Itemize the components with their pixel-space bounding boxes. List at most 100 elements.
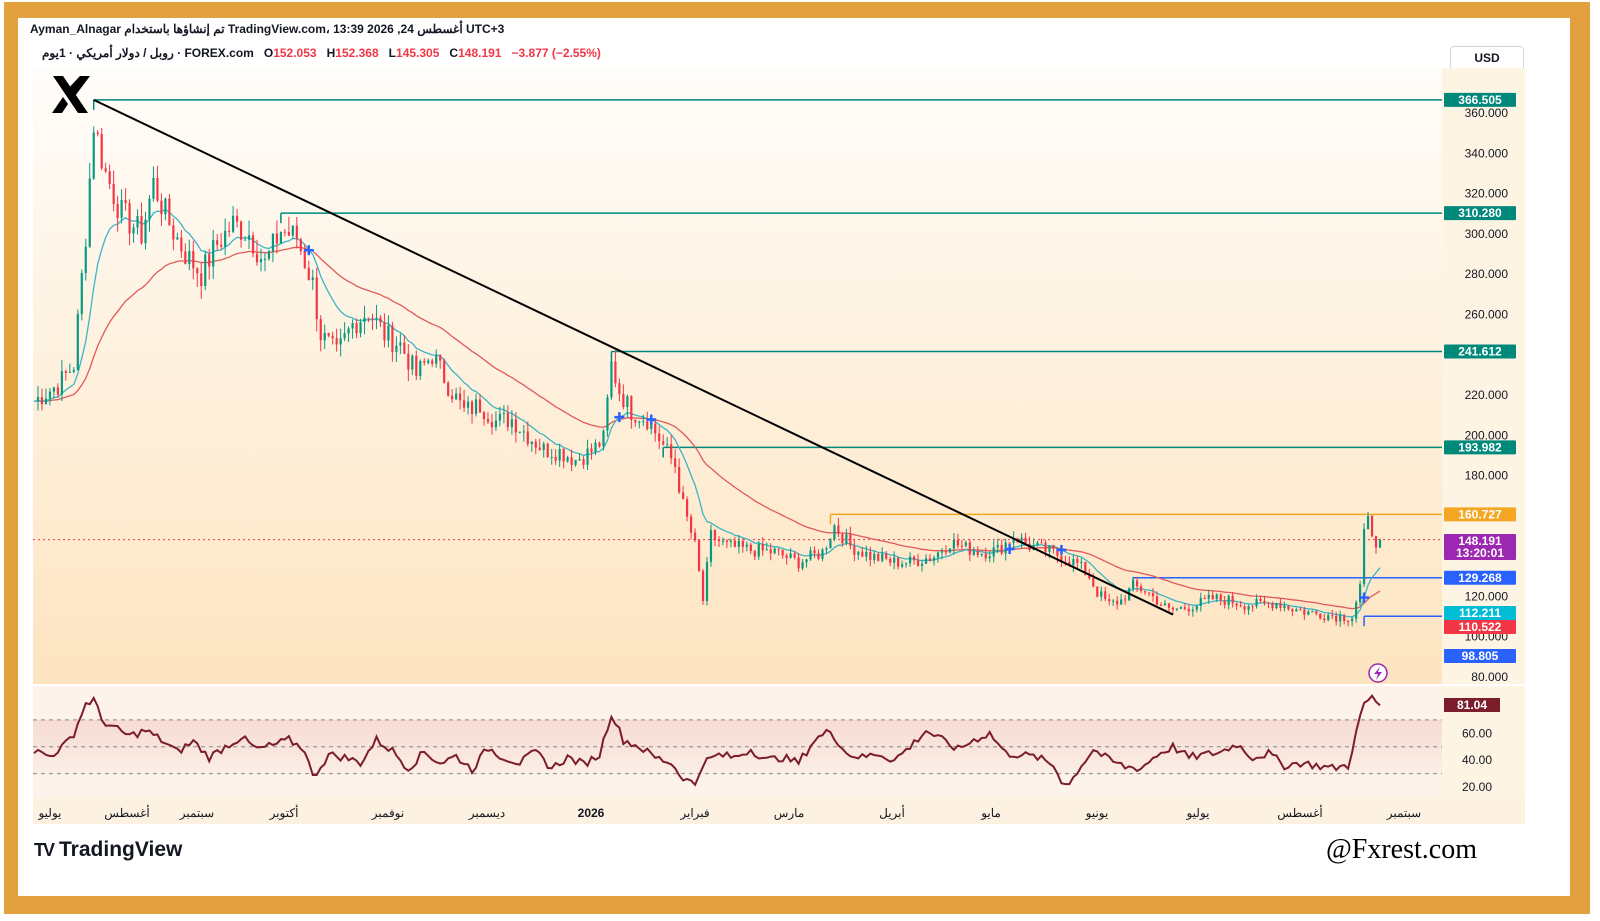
candle-body xyxy=(303,251,306,268)
candle xyxy=(112,170,115,212)
candle-body xyxy=(355,323,358,334)
candle-body xyxy=(578,459,581,461)
candle xyxy=(1000,539,1003,556)
candle xyxy=(781,549,784,559)
candle-body xyxy=(1263,600,1266,603)
lightning-icon[interactable] xyxy=(1368,663,1388,683)
candle-body xyxy=(522,431,525,433)
candle xyxy=(184,243,187,265)
candle-body xyxy=(841,533,844,544)
candle-body xyxy=(407,353,410,370)
candle xyxy=(849,526,852,550)
candle-body xyxy=(112,183,115,205)
candle-body xyxy=(586,448,589,465)
candle xyxy=(164,197,167,221)
candle-body xyxy=(889,558,892,563)
candle xyxy=(124,188,127,211)
candle xyxy=(88,162,91,248)
candle-body xyxy=(546,443,549,457)
candle-body xyxy=(534,441,537,448)
symbol-name[interactable]: روبل / دولار أمريكي · 1يوم · FOREX.com xyxy=(42,46,254,60)
candle xyxy=(598,441,601,448)
candle xyxy=(128,199,131,246)
candle-body xyxy=(435,355,438,364)
candle xyxy=(1147,592,1151,597)
candle xyxy=(1271,601,1274,612)
candle-body xyxy=(869,551,872,560)
candle xyxy=(1279,598,1282,612)
candle-body xyxy=(837,525,840,534)
candle-body xyxy=(1235,603,1238,606)
candle xyxy=(936,551,940,563)
price-tag: 110.522 xyxy=(1444,620,1516,634)
candle-body xyxy=(805,559,808,563)
candle-body xyxy=(817,553,820,559)
candle xyxy=(104,162,107,174)
candle-body xyxy=(741,540,744,547)
candle xyxy=(100,128,103,171)
candle-body xyxy=(829,539,832,549)
candle-body xyxy=(693,532,697,541)
price-axis-label: 180.000 xyxy=(1465,469,1509,483)
cross-marker-icon xyxy=(1004,544,1015,555)
candle xyxy=(228,221,231,238)
candle-body xyxy=(88,178,91,247)
price-tag-bg xyxy=(1444,620,1516,634)
price-tag-countdown: 13:20:01 xyxy=(1456,546,1504,560)
candle xyxy=(267,249,271,261)
candle-body xyxy=(224,230,227,247)
candle xyxy=(494,411,498,431)
candle xyxy=(984,547,987,562)
candle-body xyxy=(944,551,948,553)
candle-body xyxy=(399,342,402,346)
candle-body xyxy=(1295,609,1298,612)
candle-body xyxy=(1120,599,1123,605)
level-tag-bg xyxy=(1444,440,1516,455)
candle-body xyxy=(271,233,275,252)
candle xyxy=(455,387,458,401)
candle xyxy=(530,441,533,452)
level-tag-bg xyxy=(1444,344,1516,359)
candle-body xyxy=(932,557,936,561)
candle-body xyxy=(769,549,772,554)
candle-body xyxy=(1199,598,1202,606)
candle-body xyxy=(104,168,107,172)
candle-body xyxy=(518,431,521,433)
candle xyxy=(785,553,788,565)
candle-body xyxy=(279,231,282,244)
candle-body xyxy=(1283,605,1286,609)
candle-body xyxy=(148,198,151,220)
candle-body xyxy=(873,553,876,560)
candle xyxy=(908,552,912,567)
candle xyxy=(841,532,844,547)
candle-body xyxy=(395,345,398,352)
date-axis-label: فبراير xyxy=(679,806,709,820)
candle xyxy=(323,324,326,350)
candle xyxy=(626,394,629,418)
candle xyxy=(1163,599,1167,606)
candle xyxy=(387,315,390,348)
candle xyxy=(235,208,239,228)
candle xyxy=(829,538,832,549)
candle-body xyxy=(737,540,740,547)
date-axis-label: أكتوبر xyxy=(269,805,299,820)
candle xyxy=(355,318,358,339)
price-tag-text: 110.522 xyxy=(1459,620,1502,634)
currency-button[interactable]: USD xyxy=(1450,46,1524,70)
candle xyxy=(861,546,864,558)
candle-body xyxy=(749,544,752,551)
candle-body xyxy=(885,553,888,559)
candle xyxy=(502,405,506,424)
candle-body xyxy=(1311,611,1314,613)
candle xyxy=(948,548,952,554)
cross-marker-icon xyxy=(614,412,625,423)
candle-body xyxy=(1167,603,1171,608)
candle xyxy=(247,220,251,250)
candle xyxy=(1255,594,1258,609)
candle xyxy=(76,309,79,371)
candle-body xyxy=(1084,561,1087,576)
candle xyxy=(108,164,111,190)
candle-body xyxy=(1132,580,1135,589)
candle-body xyxy=(861,551,864,557)
